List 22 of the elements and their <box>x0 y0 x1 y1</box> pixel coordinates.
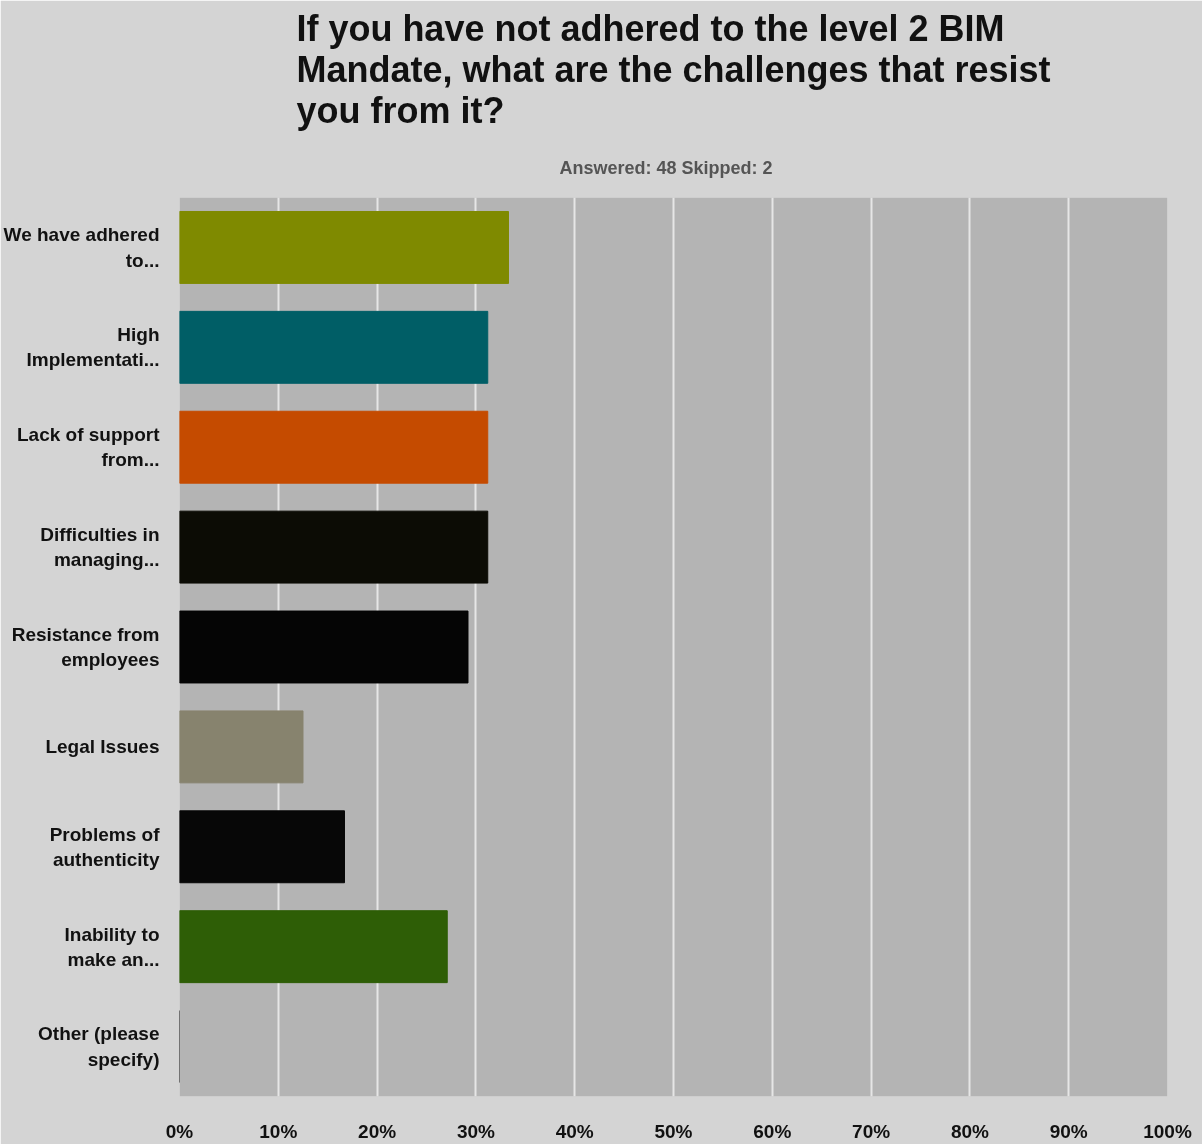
y-tick-label: Problems of authenticity <box>49 823 161 870</box>
x-tick-label: 50% <box>654 1120 693 1142</box>
y-tick-label: Lack of support from... <box>16 424 161 471</box>
x-tick-label: 60% <box>753 1120 792 1142</box>
x-tick-label: 90% <box>1049 1120 1088 1142</box>
y-tick-label: Legal Issues <box>45 736 160 758</box>
x-tick-label: 80% <box>950 1120 990 1142</box>
y-tick-label: Inability to make an... <box>64 923 160 970</box>
chart-title: If you have not adhered to the level 2 BIM Mandate, what are the challenges that resist you from it? <box>296 7 1051 131</box>
y-tick-label: Other (please specify) <box>38 1023 160 1070</box>
x-tick-label: 70% <box>852 1120 891 1142</box>
y-tick-label: Difficulties in managing... <box>40 524 160 571</box>
x-tick-label: 100% <box>1143 1120 1192 1142</box>
x-tick-label: 10% <box>259 1120 298 1142</box>
x-tick-label: 30% <box>456 1120 496 1142</box>
x-tick-label: 0% <box>165 1120 194 1142</box>
y-tick-label: We have adhered to... <box>3 224 160 271</box>
x-tick-label: 40% <box>555 1120 594 1142</box>
x-tick-label: 20% <box>358 1120 397 1142</box>
y-tick-label: High Implementati... <box>26 324 160 371</box>
y-tick-label: Resistance from employees <box>11 623 160 671</box>
chart-subtitle: Answered: 48 Skipped: 2 <box>559 157 773 178</box>
